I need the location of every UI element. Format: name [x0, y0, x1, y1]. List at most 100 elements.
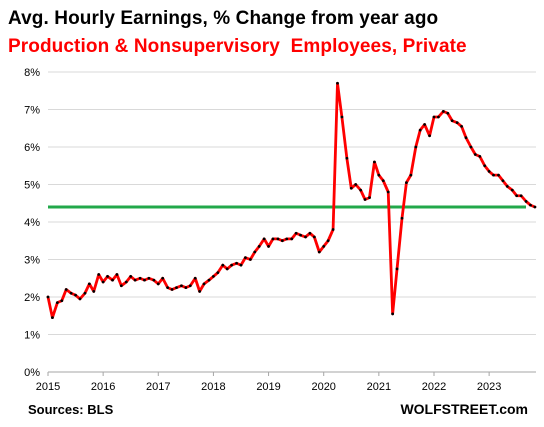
data-point [193, 276, 197, 280]
x-tick-label: 2022 [422, 381, 446, 393]
data-point [515, 194, 519, 198]
data-point [180, 284, 183, 288]
data-point [74, 293, 77, 297]
data-point [400, 216, 404, 220]
x-tick-label: 2017 [146, 381, 170, 393]
data-point [322, 244, 326, 248]
data-point [308, 231, 312, 235]
data-point [386, 190, 390, 194]
data-point [345, 156, 349, 160]
data-point [405, 181, 408, 185]
data-point [533, 205, 537, 209]
data-point [428, 134, 431, 138]
data-point [395, 267, 399, 271]
data-point [111, 278, 114, 282]
data-point [354, 183, 358, 186]
data-point [115, 273, 119, 276]
data-point [175, 286, 178, 290]
data-point [143, 278, 146, 282]
data-point [225, 267, 229, 271]
data-point [129, 274, 133, 278]
data-point [51, 316, 54, 320]
source-note: Sources: BLS [28, 402, 114, 417]
data-point [464, 136, 468, 140]
data-point [239, 263, 243, 267]
data-point [359, 188, 363, 192]
data-point [262, 237, 266, 241]
data-point [312, 235, 316, 239]
data-point [216, 271, 220, 275]
data-point [257, 244, 261, 248]
data-point [460, 124, 463, 128]
data-point [497, 173, 500, 177]
data-point [119, 284, 123, 288]
data-point [230, 263, 234, 267]
data-point [373, 160, 376, 164]
data-point [166, 286, 170, 290]
y-tick-label: 6% [24, 142, 40, 154]
data-point [161, 276, 165, 280]
data-point [78, 297, 82, 301]
y-tick-label: 7% [24, 105, 40, 117]
data-point [519, 194, 523, 198]
data-point [285, 237, 289, 241]
data-point [290, 237, 294, 241]
data-point [409, 173, 413, 177]
data-point [46, 295, 50, 299]
data-point [414, 145, 418, 149]
y-tick-label: 0% [24, 367, 40, 379]
data-point [235, 261, 238, 265]
data-point [267, 244, 270, 248]
data-point [202, 282, 206, 286]
y-tick-label: 5% [24, 180, 40, 192]
data-point [253, 250, 257, 254]
data-point [492, 173, 495, 177]
data-point [280, 239, 284, 243]
data-point [244, 256, 247, 260]
data-point [97, 273, 101, 276]
data-point [510, 188, 514, 192]
x-tick-label: 2023 [477, 381, 501, 393]
data-point [423, 123, 427, 126]
data-point [529, 203, 532, 207]
data-point [212, 274, 215, 278]
x-tick-label: 2021 [367, 381, 391, 393]
data-point [450, 119, 454, 123]
x-tick-label: 2020 [311, 381, 335, 393]
brand-label: WOLFSTREET.com [400, 401, 528, 417]
data-point [69, 291, 73, 295]
data-point [147, 276, 151, 280]
marker-layer [46, 81, 537, 320]
data-point [340, 115, 344, 119]
data-point [152, 278, 156, 282]
data-point [363, 198, 367, 201]
data-point [170, 288, 174, 291]
chart-title: Avg. Hourly Earnings, % Change from year… [8, 8, 439, 29]
y-tick-label: 1% [24, 330, 40, 342]
data-point [501, 179, 505, 183]
data-point [92, 289, 96, 293]
data-point [276, 237, 280, 241]
data-point [381, 179, 385, 183]
data-point [455, 121, 459, 125]
data-point [83, 291, 87, 295]
x-tick-label: 2019 [256, 381, 280, 393]
data-point [505, 184, 509, 188]
data-point [184, 286, 188, 290]
data-point [483, 164, 487, 168]
data-point [432, 115, 436, 119]
data-point [326, 239, 330, 243]
y-tick-label: 3% [24, 255, 40, 267]
data-point [60, 299, 64, 303]
data-point [299, 233, 302, 237]
data-point [349, 186, 353, 190]
data-point [138, 276, 142, 280]
data-point [446, 111, 450, 115]
data-point [418, 128, 422, 132]
data-point [133, 278, 137, 282]
data-point [377, 173, 381, 177]
data-point [336, 81, 339, 85]
data-point [304, 235, 307, 239]
x-tick-label: 2015 [36, 381, 60, 393]
data-point [487, 169, 491, 173]
